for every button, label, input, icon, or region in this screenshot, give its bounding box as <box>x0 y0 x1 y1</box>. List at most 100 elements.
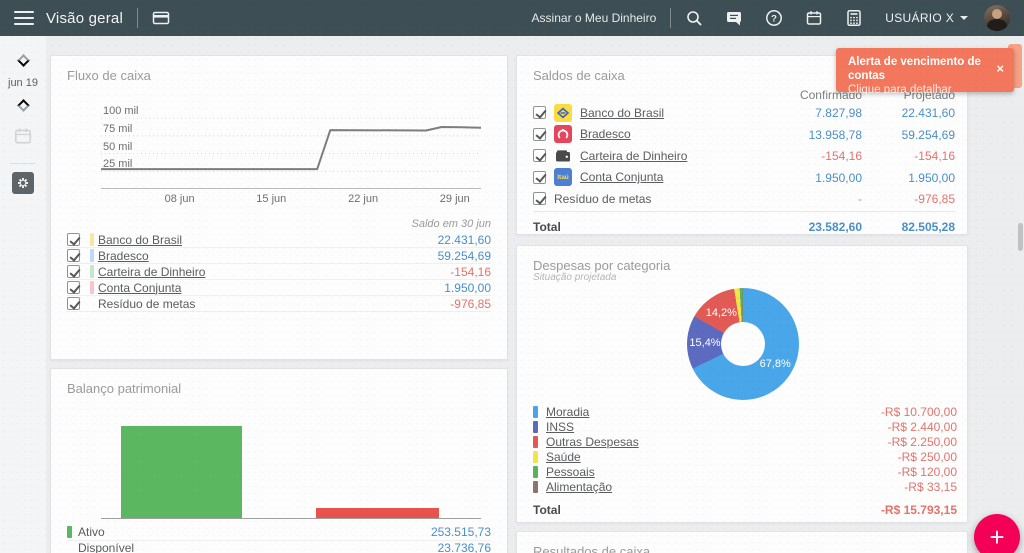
chevron-down-icon[interactable] <box>16 99 30 112</box>
balances-total-row: Total 23.582,60 82.505,28 <box>533 211 955 234</box>
category-name[interactable]: Moradia <box>546 404 590 419</box>
projected-balance: -976,85 <box>914 192 955 206</box>
chat-icon[interactable] <box>725 9 743 27</box>
calendar-icon[interactable] <box>805 9 823 27</box>
x-axis-tick-label: 29 jun <box>439 193 470 205</box>
category-name[interactable]: INSS <box>546 419 575 434</box>
account-row: Carteira de Dinheiro -154,16 <box>67 264 491 280</box>
page-title: Visão geral <box>46 9 123 27</box>
slice-percentage-label: 15,4% <box>689 336 721 349</box>
calculator-icon[interactable] <box>845 9 863 27</box>
account-row: Conta Conjunta 1.950,00 <box>67 280 491 296</box>
row-checkbox[interactable] <box>67 233 80 246</box>
series-name: Ativo <box>78 525 105 540</box>
category-color-swatch <box>533 405 538 418</box>
close-icon[interactable]: × <box>996 61 1004 76</box>
confirmed-balance: - <box>858 192 862 206</box>
help-icon[interactable]: ? <box>765 9 783 27</box>
category-color-swatch <box>533 420 538 433</box>
expenses-donut-chart[interactable]: 67,8% 15,4% 14,2% <box>687 288 799 400</box>
row-checkbox[interactable] <box>67 265 80 278</box>
row-checkbox[interactable] <box>533 127 546 141</box>
account-name[interactable]: Conta Conjunta <box>98 280 182 295</box>
cashflow-line-chart[interactable]: 100 mil 75 mil 50 mil 25 mil 08 jun 15 jun 22… <box>101 105 481 205</box>
calendar-picker-icon[interactable] <box>13 126 33 149</box>
account-row: Resíduo de metas - -976,85 <box>533 188 955 210</box>
row-checkbox[interactable] <box>533 170 546 184</box>
row-checkbox[interactable] <box>533 106 546 120</box>
row-checkbox[interactable] <box>67 249 80 262</box>
itau-bank-icon: Itaú <box>554 168 572 187</box>
column-header-saldo: Saldo em 30 jun <box>411 218 492 230</box>
category-color-swatch <box>533 465 538 478</box>
x-axis-tick-label: 22 jun <box>348 193 379 205</box>
donut-hole <box>721 322 765 366</box>
credit-card-icon[interactable] <box>152 9 170 27</box>
chevron-up-icon[interactable] <box>16 54 30 67</box>
account-name[interactable]: Bradesco <box>98 248 149 263</box>
account-row: Resíduo de metas -976,85 <box>67 296 491 312</box>
widgets-settings-icon[interactable] <box>12 172 34 194</box>
bar-chart-axis <box>101 518 481 519</box>
account-name[interactable]: Conta Conjunta <box>580 170 664 185</box>
y-axis-tick-label: 75 mil <box>103 122 133 135</box>
search-icon[interactable] <box>685 9 703 27</box>
account-name[interactable]: Carteira de Dinheiro <box>98 264 206 279</box>
row-checkbox[interactable] <box>533 192 546 206</box>
account-name[interactable]: Carteira de Dinheiro <box>580 148 688 163</box>
account-row: Carteira de Dinheiro -154,16 -154,16 <box>533 145 955 167</box>
confirmed-balance: -154,16 <box>821 149 862 163</box>
category-color-swatch <box>533 435 538 448</box>
scrollbar-thumb[interactable] <box>1018 223 1023 251</box>
confirmed-balance: 13.958,78 <box>808 127 862 142</box>
x-axis-labels: 08 jun 15 jun 22 jun 29 jun <box>101 193 481 207</box>
category-name[interactable]: Pessoais <box>546 464 595 479</box>
account-balance: -976,85 <box>450 296 491 311</box>
account-row: Banco do Brasil 7.827,98 22.431,60 <box>533 102 955 124</box>
account-name[interactable]: Banco do Brasil <box>98 232 183 247</box>
card-subtitle: Situação projetada <box>533 272 617 283</box>
menu-icon[interactable] <box>14 11 34 25</box>
bar-ativo[interactable] <box>121 426 242 518</box>
account-name[interactable]: Bradesco <box>580 127 631 142</box>
series-value: 23.736,76 <box>437 541 491 553</box>
x-axis-tick-label: 08 jun <box>164 193 195 205</box>
topbar: Visão geral Assinar o Meu Dinheiro ? <box>0 0 1024 36</box>
wallet-bank-icon <box>554 147 572 165</box>
bb-bank-icon <box>554 103 572 122</box>
account-balance: 22.431,60 <box>437 232 491 247</box>
card-net-worth: Balanço patrimonial Ativo 253.515,73 Dispo… <box>50 368 508 553</box>
row-checkbox[interactable] <box>533 149 546 163</box>
row-checkbox[interactable] <box>67 281 80 294</box>
row-checkbox[interactable] <box>67 297 80 310</box>
card-cash-results: Resultados de caixa <box>516 531 968 553</box>
net-worth-legend: Ativo 253.515,73 Disponível 23.736,76 <box>67 525 491 553</box>
category-row: INSS -R$ 2.440,00 <box>533 419 957 434</box>
card-title: Despesas por categoria <box>533 258 671 273</box>
cashflow-line-svg <box>101 117 481 189</box>
alert-toast[interactable]: Alerta de vencimento de contas Clique pa… <box>836 48 1014 96</box>
category-amount: -R$ 250,00 <box>897 449 957 464</box>
category-amount: -R$ 10.700,00 <box>880 404 957 419</box>
total-label: Total <box>533 220 561 234</box>
add-transaction-button[interactable]: + <box>974 514 1020 553</box>
svg-text:?: ? <box>771 13 777 24</box>
account-row: Bradesco 13.958,78 59.254,69 <box>533 124 955 146</box>
expenses-total-row: Total -R$ 15.793,15 <box>533 503 957 517</box>
category-name[interactable]: Saúde <box>546 449 581 464</box>
account-name[interactable]: Banco do Brasil <box>580 105 665 120</box>
category-amount: -R$ 2.440,00 <box>887 419 957 434</box>
net-worth-bar-chart[interactable] <box>101 426 481 518</box>
avatar[interactable] <box>984 5 1010 31</box>
category-name[interactable]: Alimentação <box>546 479 613 494</box>
y-axis-tick-label: 25 mil <box>103 158 133 171</box>
topbar-left: Visão geral <box>14 8 170 28</box>
user-menu[interactable]: USUÁRIO X <box>885 11 968 25</box>
series-value: 253.515,73 <box>430 525 491 540</box>
subscribe-link[interactable]: Assinar o Meu Dinheiro <box>531 11 657 25</box>
confirmed-balance: 1.950,00 <box>815 170 862 185</box>
bar-unlabeled[interactable] <box>316 508 439 518</box>
sidebar: jun 19 <box>0 36 46 553</box>
bradesco-bank-icon <box>554 125 572 144</box>
category-name[interactable]: Outras Despesas <box>546 434 639 449</box>
